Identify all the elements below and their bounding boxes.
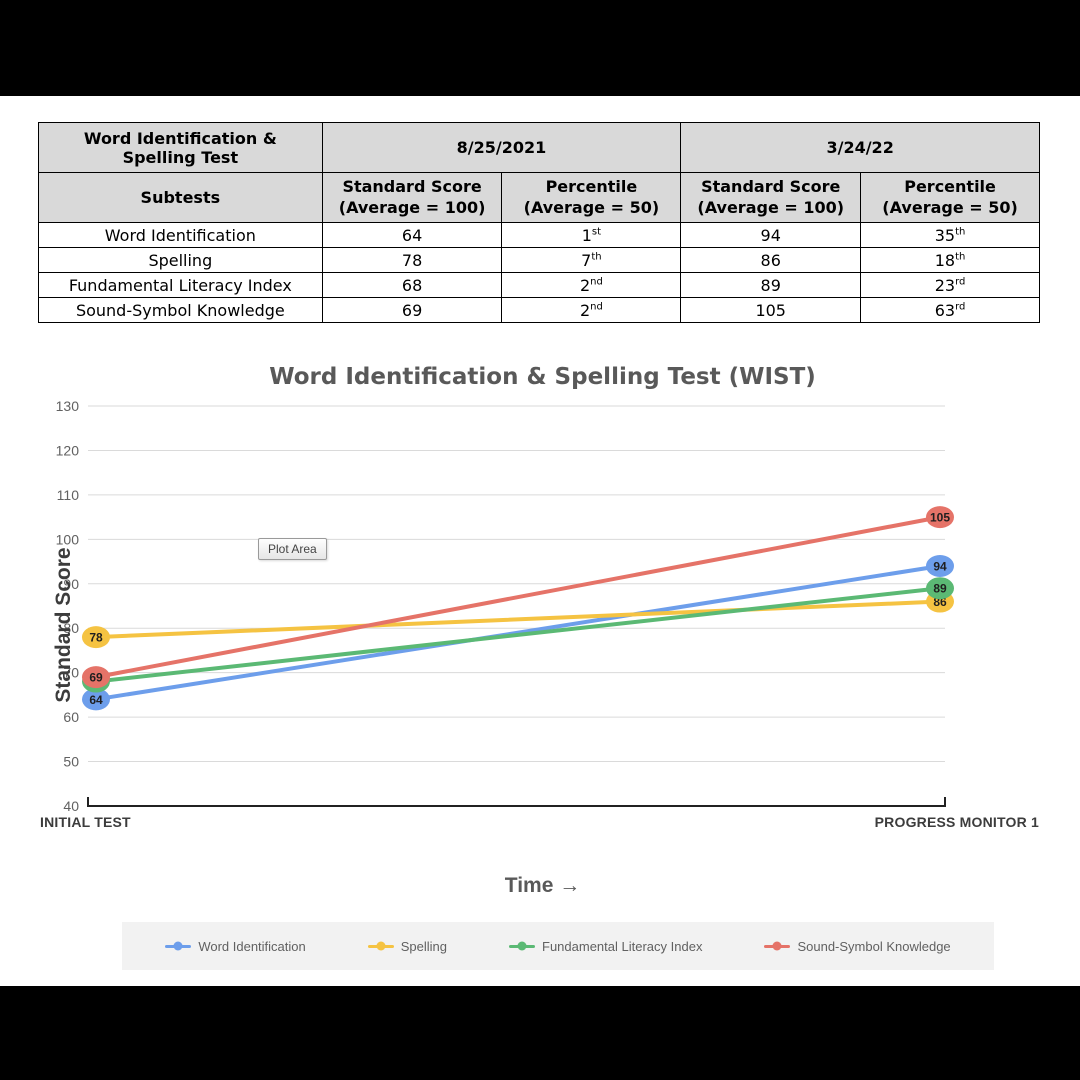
legend-dot	[772, 941, 782, 951]
table-row: Spelling 78 7th 86 18th	[38, 247, 1040, 273]
x-category-initial-test: INITIAL TEST	[40, 814, 131, 830]
standard-score-value: 68	[321, 272, 503, 298]
y-tick-label: 90	[63, 576, 79, 592]
standard-score-header: Standard Score (Average = 100)	[680, 172, 862, 223]
subtest-name: Word Identification	[38, 222, 323, 248]
percentile-value: 7th	[501, 247, 682, 273]
plot-area[interactable]: 40 50 60 70 80 90 100 110 120 130 Standard Score 64…	[40, 352, 1045, 832]
percentile-value: 23rd	[860, 272, 1040, 298]
percentile-value: 35th	[860, 222, 1040, 248]
point-label: 105	[930, 511, 950, 525]
point-label-bubble	[926, 577, 954, 600]
wist-scores-table: Word Identification & Spelling Test 8/25…	[38, 122, 1040, 323]
point-label: 69	[89, 671, 103, 685]
point-label: 64	[89, 693, 103, 707]
bottom-letterbox-bar	[0, 986, 1080, 1080]
chart-title: Word Identification & Spelling Test (WIS…	[269, 364, 816, 390]
legend-label: Word Identification	[198, 938, 306, 954]
y-tick-label: 130	[56, 398, 80, 414]
standard-score-value: 64	[321, 222, 503, 248]
series-line	[94, 564, 942, 702]
table-header-row-dates: Word Identification & Spelling Test 8/25…	[38, 122, 1040, 173]
series-line	[94, 515, 942, 680]
legend-item-fundamental-literacy-index[interactable]: Fundamental Literacy Index	[509, 939, 702, 954]
subtest-name: Fundamental Literacy Index	[38, 272, 323, 298]
point-label: 89	[933, 582, 947, 596]
chart-legend: Word Identification Spelling Fundamental L…	[122, 922, 994, 970]
legend-swatch	[509, 941, 536, 951]
legend-label: Sound-Symbol Knowledge	[797, 938, 951, 954]
legend-label: Spelling	[400, 938, 448, 954]
point-label: 78	[89, 631, 103, 645]
point-label-bubble	[82, 666, 110, 689]
legend-swatch	[764, 941, 791, 951]
x-category-progress-monitor: PROGRESS MONITOR 1	[874, 814, 1039, 830]
series-line	[94, 599, 942, 640]
standard-score-value: 86	[680, 247, 862, 273]
y-tick-label: 100	[56, 531, 80, 547]
subtest-name: Sound-Symbol Knowledge	[38, 297, 323, 323]
date-header-initial: 8/25/2021	[321, 122, 682, 173]
plot-area-tooltip: Plot Area	[258, 538, 327, 560]
legend-dot	[517, 941, 527, 951]
top-letterbox-bar	[0, 0, 1080, 96]
y-tick-label: 120	[56, 442, 80, 458]
table-row: Sound-Symbol Knowledge 69 2nd 105 63rd	[38, 297, 1040, 323]
point-label-bubble	[926, 555, 954, 577]
percentile-value: 2nd	[501, 272, 682, 298]
y-tick-label: 50	[63, 754, 79, 770]
legend-item-word-identification[interactable]: Word Identification	[165, 938, 306, 954]
percentile-header: Percentile (Average = 50)	[501, 172, 682, 223]
y-axis-title: Standard Score	[52, 547, 75, 702]
y-tick-label: 70	[63, 665, 79, 681]
point-label-bubble	[82, 626, 110, 649]
point-label-bubble	[926, 506, 954, 529]
legend-dot	[376, 941, 386, 951]
series-line	[94, 586, 942, 684]
legend-dot	[173, 941, 183, 951]
table-row: Fundamental Literacy Index 68 2nd 89 23r…	[38, 272, 1040, 298]
y-tick-label: 110	[57, 487, 80, 503]
percentile-value: 18th	[860, 247, 1040, 273]
standard-score-value: 105	[680, 297, 862, 323]
y-tick-label: 80	[63, 620, 79, 636]
percentile-value: 2nd	[501, 297, 682, 323]
x-axis-line	[87, 797, 946, 807]
percentile-value: 1st	[501, 222, 682, 248]
standard-score-value: 69	[321, 297, 503, 323]
legend-swatch	[165, 941, 192, 951]
legend-item-spelling[interactable]: Spelling	[367, 938, 448, 954]
y-tick-label: 60	[63, 709, 79, 725]
subtests-header: Subtests	[38, 172, 323, 223]
table-row: Word Identification 64 1st 94 35th	[38, 222, 1040, 248]
legend-swatch	[367, 941, 394, 951]
percentile-value: 63rd	[860, 297, 1040, 323]
point-label: 94	[933, 560, 947, 574]
standard-score-value: 89	[680, 272, 862, 298]
standard-score-value: 94	[680, 222, 862, 248]
x-axis-title: Time →	[504, 874, 581, 897]
y-tick-label: 40	[63, 798, 79, 814]
date-header-progress: 3/24/22	[680, 122, 1040, 173]
legend-item-sound-symbol-knowledge[interactable]: Sound-Symbol Knowledge	[764, 938, 951, 954]
wist-line-chart: Word Identification & Spelling Test (WIS…	[40, 352, 1045, 980]
subtest-name: Spelling	[38, 247, 323, 273]
table-header-row-columns: Subtests Standard Score (Average = 100) …	[38, 172, 1040, 223]
table-title-cell: Word Identification & Spelling Test	[38, 122, 323, 173]
legend-label: Fundamental Literacy Index	[542, 938, 703, 954]
point-label-bubble	[82, 688, 110, 711]
percentile-header: Percentile (Average = 50)	[860, 172, 1040, 223]
standard-score-header: Standard Score (Average = 100)	[321, 172, 503, 223]
standard-score-value: 78	[321, 247, 503, 273]
